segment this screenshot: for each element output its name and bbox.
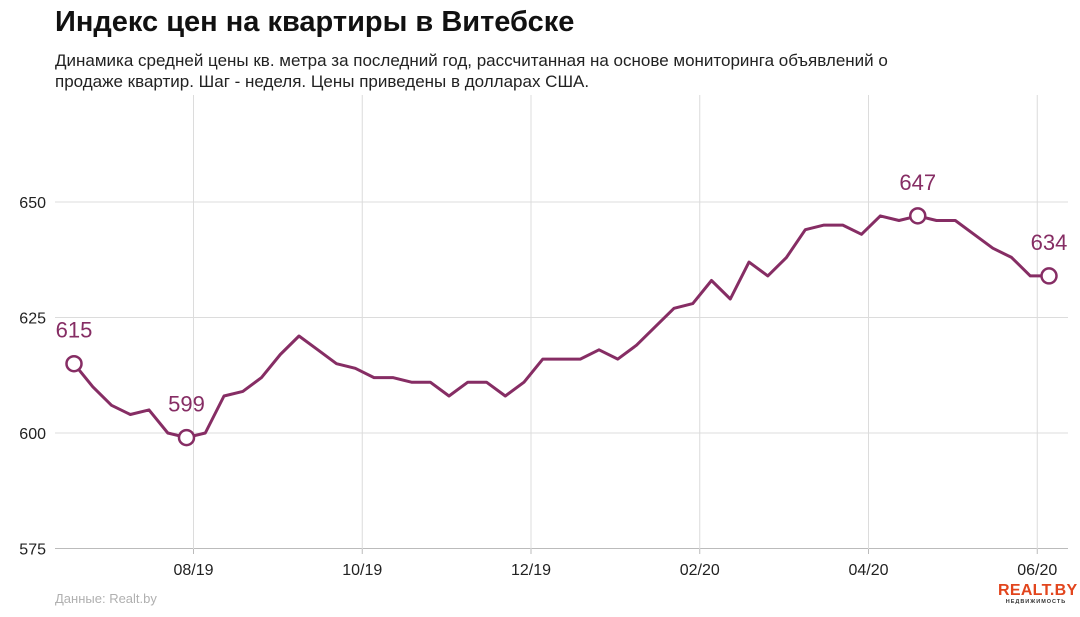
data-label: 634 <box>1031 230 1068 255</box>
price-index-line <box>72 214 1051 440</box>
data-label: 615 <box>56 318 93 343</box>
highlight-marker <box>177 428 196 447</box>
x-tick-label: 10/19 <box>342 562 382 579</box>
logo-subtext: НЕДВИЖИМОСТЬ <box>1005 599 1067 605</box>
x-tick-label: 08/19 <box>173 562 213 579</box>
x-tick-label: 06/20 <box>1017 562 1057 579</box>
chart-title: Индекс цен на квартиры в Витебске <box>55 6 575 38</box>
x-tick-label: 04/20 <box>848 562 888 579</box>
y-tick-label: 575 <box>19 542 46 559</box>
data-label: 647 <box>899 170 936 195</box>
highlight-marker <box>65 354 83 373</box>
logo-text: REALT.BY <box>998 582 1078 599</box>
chart-subtitle: Динамика средней цены кв. метра за после… <box>55 51 888 91</box>
highlight-marker <box>1040 267 1058 285</box>
x-tick-label: 12/19 <box>511 562 551 579</box>
data-label: 599 <box>168 392 205 417</box>
highlight-marker <box>909 207 927 225</box>
x-tick-label: 02/20 <box>680 562 720 579</box>
y-tick-label: 650 <box>19 195 46 212</box>
y-tick-label: 600 <box>19 426 46 443</box>
data-source: Данные: Realt.by <box>55 591 157 606</box>
realt-logo: REALT.BY НЕДВИЖИМОСТЬ <box>998 582 1078 606</box>
y-tick-label: 625 <box>19 311 46 328</box>
